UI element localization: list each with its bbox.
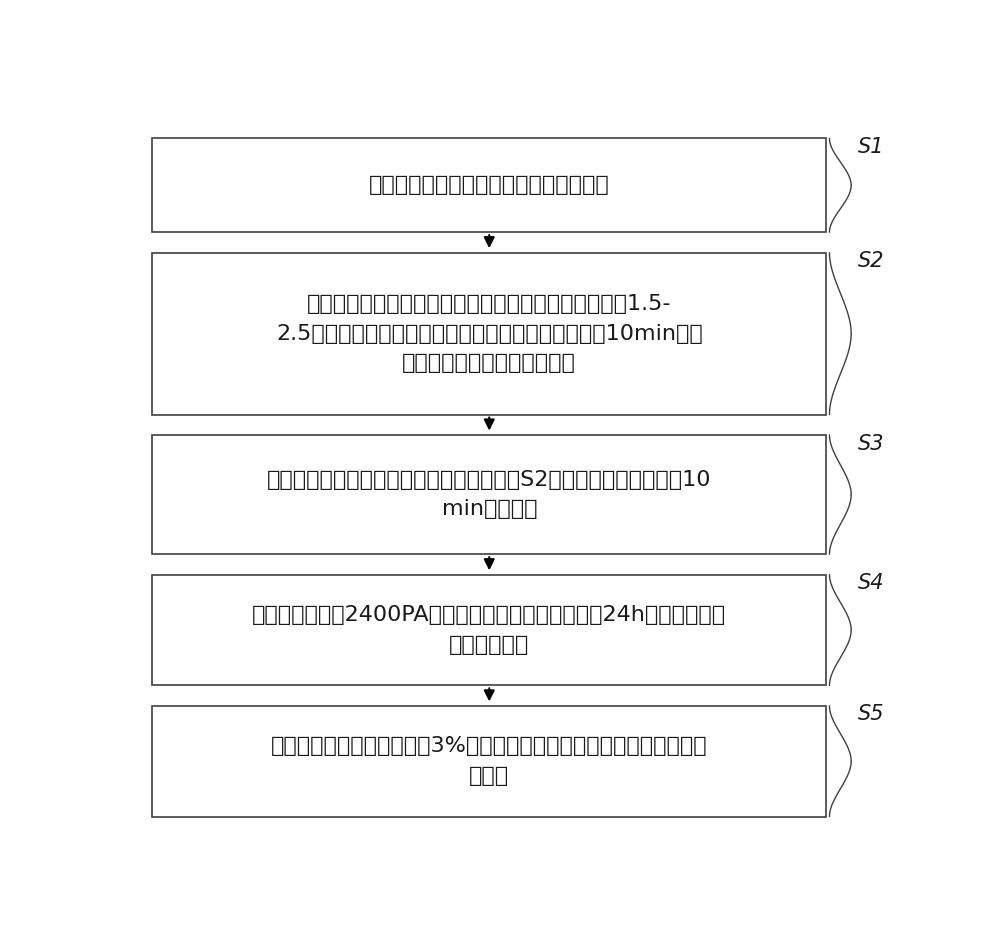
Text: 若期间电流值波动小于等于3%，则组件高温机械载荷测试合格，反之则
不合格: 若期间电流值波动小于等于3%，则组件高温机械载荷测试合格，反之则 不合格	[271, 737, 708, 786]
FancyBboxPatch shape	[152, 575, 826, 686]
Text: S4: S4	[857, 574, 884, 593]
Text: S1: S1	[857, 138, 884, 157]
Text: 将电路切换到恒压模式，电压数值保持步骤S2中记录的电压值，持续10
min维持稳定: 将电路切换到恒压模式，电压数值保持步骤S2中记录的电压值，持续10 min维持稳…	[267, 470, 712, 519]
FancyBboxPatch shape	[152, 138, 826, 233]
Text: S5: S5	[857, 705, 884, 724]
Text: 对组件加载正靵2400PA动态机械载荷、并维持不小于24h，期间持续记
录电源电流值: 对组件加载正靵2400PA动态机械载荷、并维持不小于24h，期间持续记 录电源电…	[252, 605, 726, 655]
FancyBboxPatch shape	[152, 252, 826, 414]
Text: S3: S3	[857, 433, 884, 454]
Text: 给组件外接直流电源，于恒流模式下通入其短路电流的1.5-
2.5倍的反向电流，以此产生测试所需要的温度，保持10min以上
，并记录电源电流值和电压值: 给组件外接直流电源，于恒流模式下通入其短路电流的1.5- 2.5倍的反向电流，以…	[276, 294, 703, 373]
Text: S2: S2	[857, 252, 884, 271]
FancyBboxPatch shape	[152, 435, 826, 554]
FancyBboxPatch shape	[152, 706, 826, 817]
Text: 摘除组件二级管，并于背板面布置热电偶: 摘除组件二级管，并于背板面布置热电偶	[369, 175, 610, 195]
